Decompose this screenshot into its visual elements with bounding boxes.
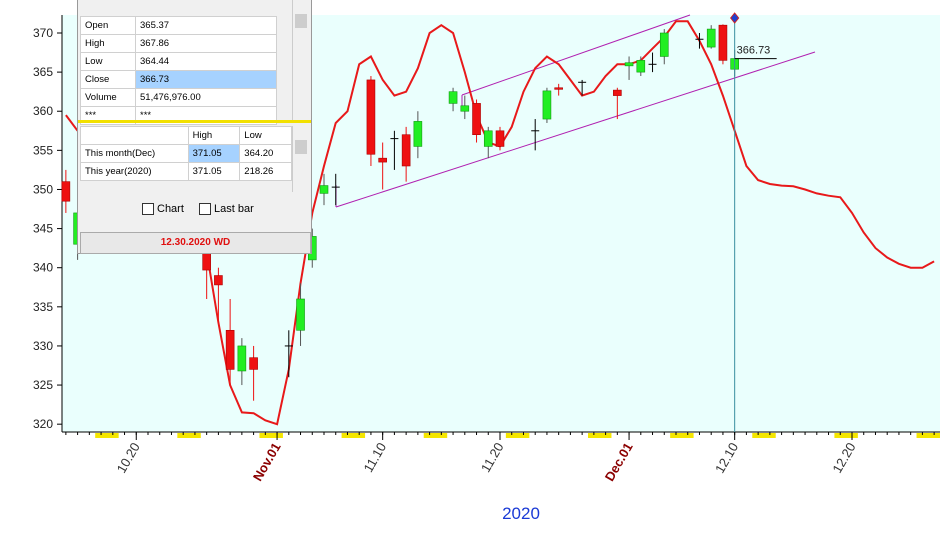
quote-cell: Volume (80, 88, 136, 107)
quote-cell: 367.86 (135, 34, 277, 53)
scrollbar[interactable] (292, 126, 310, 192)
quote-row: Close 366.73 (80, 70, 277, 89)
quote-cell: High (80, 34, 136, 53)
scrollbar[interactable] (292, 0, 310, 120)
weekend-marker (588, 433, 612, 438)
weekend-marker (423, 433, 448, 438)
range-cell: This month(Dec) (80, 144, 189, 163)
scroll-thumb[interactable] (295, 14, 307, 28)
candle-body (401, 134, 411, 167)
x-tick-label: Dec.01 (602, 440, 636, 484)
candle-body (296, 298, 305, 331)
quote-row: High 367.86 (80, 34, 277, 53)
range-header-cell (80, 126, 189, 145)
x-tick-label: 11.20 (478, 440, 507, 475)
weekend-marker (834, 433, 858, 438)
candle-body (61, 181, 71, 202)
candle-body (225, 329, 235, 370)
candle-body (495, 130, 505, 147)
checkbox[interactable]: Last bar (199, 203, 254, 215)
range-cell: 218.26 (239, 162, 292, 181)
weekend-marker (177, 433, 201, 438)
quote-cell: 366.73 (135, 70, 277, 89)
quote-cell: Low (80, 52, 136, 71)
range-cell: 371.05 (187, 144, 241, 163)
quote-cell: 364.44 (135, 52, 277, 71)
x-tick-label: 12.10 (712, 440, 741, 476)
y-tick-label: 360 (33, 104, 53, 118)
checkbox-label: Last bar (214, 203, 254, 215)
range-cell: 371.05 (187, 162, 241, 181)
range-row: This month(Dec) 371.05 364.20 (80, 144, 292, 163)
channel-upper (461, 14, 691, 96)
range-cell: This year(2020) (80, 162, 189, 181)
candle-body (319, 185, 329, 194)
weekend-marker (505, 433, 530, 438)
scroll-thumb[interactable] (295, 140, 307, 154)
candle-body (613, 89, 622, 96)
y-tick-label: 335 (33, 300, 53, 314)
range-cell: 364.20 (239, 144, 292, 163)
candle-body (718, 24, 728, 61)
candle-body (237, 345, 247, 372)
candle-body (706, 28, 716, 48)
weekend-marker (670, 433, 694, 438)
divider (78, 120, 311, 123)
candle-body (460, 105, 470, 112)
candle-body (448, 91, 458, 104)
y-tick-label: 330 (33, 339, 53, 353)
y-tick-label: 370 (33, 26, 53, 40)
weekend-marker (341, 433, 366, 438)
candle-body (378, 157, 387, 163)
quote-row: Volume 51,476,976.00 (80, 88, 277, 107)
y-tick-label: 350 (33, 182, 53, 196)
candle-body (472, 103, 481, 136)
y-tick-label: 365 (33, 65, 53, 79)
range-header-row: High Low (80, 126, 292, 145)
candle-body (413, 121, 423, 147)
candle-body (483, 130, 493, 147)
quote-cell: 51,476,976.00 (135, 88, 277, 107)
x-tick-label: 11.10 (360, 440, 389, 475)
range-header-cell: Low (239, 126, 292, 145)
cursor-marker (730, 12, 740, 24)
quote-row: Open 365.37 (80, 16, 277, 35)
date-bar: 12.30.2020 WD (80, 232, 311, 254)
cursor-value-label: 366.73 (737, 45, 771, 57)
weekend-marker (752, 433, 776, 438)
info-panel: Open 365.37 High 367.86 Low 364.44 Close 366.73… (77, 0, 312, 254)
weekend-marker (916, 433, 940, 438)
weekend-marker (259, 433, 283, 438)
candle-body (542, 90, 552, 120)
candle-body (554, 87, 563, 90)
quote-table: Open 365.37 High 367.86 Low 364.44 Close 366.73… (80, 16, 277, 125)
smoothed-line (65, 20, 935, 426)
quote-cell: Open (80, 16, 136, 35)
quote-row: Low 364.44 (80, 52, 277, 71)
checkbox-label: Chart (157, 203, 184, 215)
candle-body (249, 357, 258, 370)
candle-body (366, 79, 376, 155)
y-tick-label: 325 (33, 378, 53, 392)
candle-body (624, 62, 634, 67)
candle-body (636, 60, 646, 73)
candle-body (214, 275, 223, 286)
candle-body (659, 32, 669, 57)
y-tick-label: 340 (33, 261, 53, 275)
x-tick-label: 12.20 (829, 440, 858, 476)
range-row: This year(2020) 371.05 218.26 (80, 162, 292, 181)
range-header-cell: High (187, 126, 241, 145)
x-tick-label: Nov.01 (250, 440, 284, 484)
y-tick-label: 355 (33, 143, 53, 157)
quote-cell: Close (80, 70, 136, 89)
range-table: High Low This month(Dec) 371.05 364.20 This y… (80, 126, 292, 181)
y-tick-label: 320 (33, 417, 53, 431)
checkbox[interactable]: Chart (142, 203, 184, 215)
y-tick-label: 345 (33, 222, 53, 236)
weekend-marker (95, 433, 119, 438)
x-axis-label: 2020 (502, 504, 540, 523)
quote-cell: 365.37 (135, 16, 277, 35)
x-tick-label: 10.20 (114, 440, 143, 476)
